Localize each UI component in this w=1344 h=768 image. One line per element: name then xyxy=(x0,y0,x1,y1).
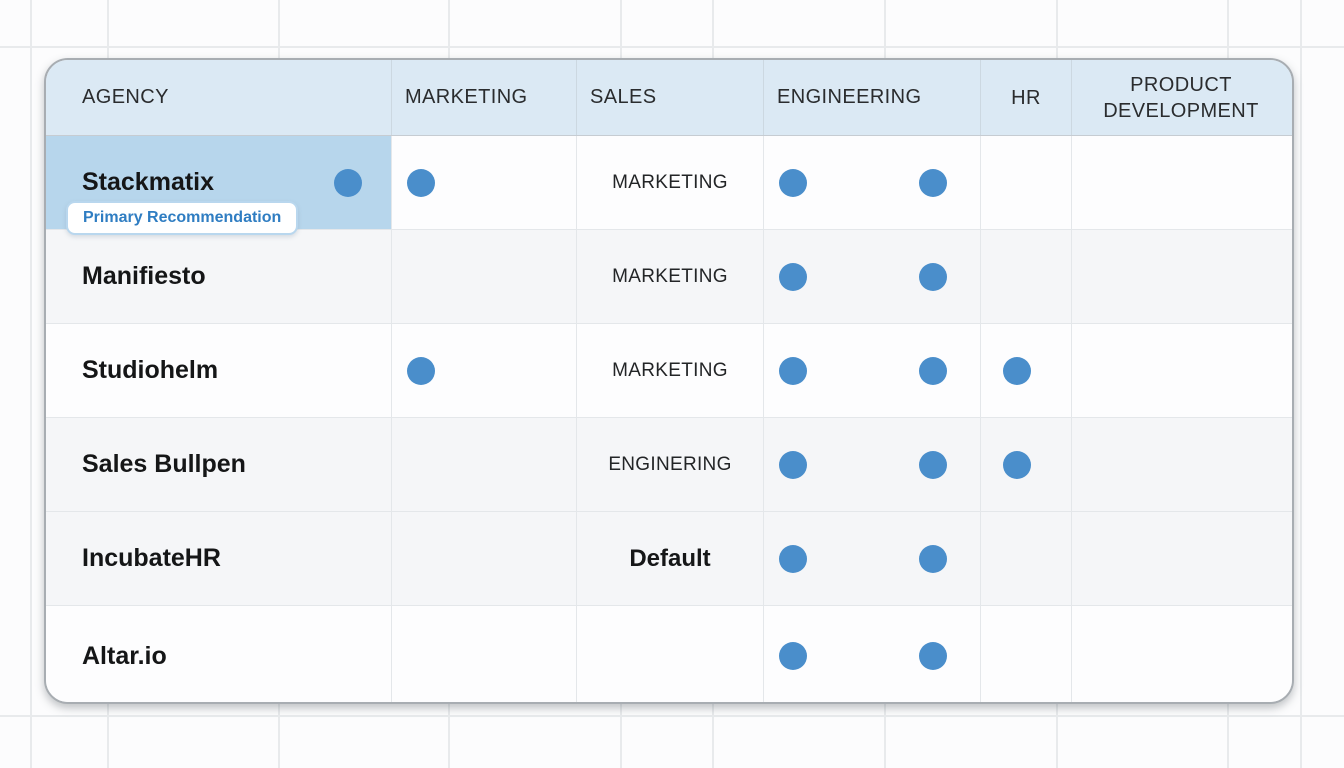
sales-cell-text: MARKETING xyxy=(612,359,728,381)
column-header-product-development: PRODUCT DEVELOPMENT xyxy=(1103,73,1259,122)
cell-agency-name: Sales Bullpen xyxy=(46,418,392,511)
status-dot xyxy=(779,450,807,479)
cell-hr xyxy=(981,230,1072,323)
agency-comparison-table: AGENCY MARKETING SALES ENGINEERING HR PR… xyxy=(44,58,1294,704)
cell-hr xyxy=(981,606,1072,702)
status-dot xyxy=(919,450,947,479)
cell-product-development xyxy=(1072,136,1290,229)
sales-cell-text: MARKETING xyxy=(612,265,728,287)
cell-sales: MARKETING xyxy=(577,136,764,229)
table-row-studiohelm[interactable]: Studiohelm MARKETING xyxy=(46,323,1292,417)
status-dot xyxy=(919,168,947,197)
agency-name: Altar.io xyxy=(82,641,167,670)
status-dot xyxy=(779,168,807,197)
column-header-hr: HR xyxy=(981,60,1072,135)
cell-sales: MARKETING xyxy=(577,324,764,417)
agency-name: Stackmatix xyxy=(82,168,215,196)
status-dot xyxy=(779,262,807,291)
cell-marketing xyxy=(392,512,577,605)
agency-name: Sales Bullpen xyxy=(82,450,246,478)
cell-product-development xyxy=(1072,512,1290,605)
column-header-agency: AGENCY xyxy=(46,60,392,135)
primary-recommendation-badge: Primary Recommendation xyxy=(66,201,299,235)
status-dot xyxy=(919,642,947,670)
cell-marketing xyxy=(392,230,577,323)
status-dot xyxy=(1003,450,1031,479)
cell-engineering xyxy=(764,324,981,417)
status-dot xyxy=(919,356,947,385)
cell-agency-name: Altar.io xyxy=(46,606,392,702)
sales-cell-text: MARKETING xyxy=(612,171,728,193)
cell-marketing xyxy=(392,606,577,702)
cell-marketing xyxy=(392,136,577,229)
status-dot xyxy=(779,642,807,670)
cell-hr xyxy=(981,512,1072,605)
status-dot xyxy=(779,356,807,385)
cell-engineering xyxy=(764,512,981,605)
agency-name: Studiohelm xyxy=(82,356,219,384)
cell-product-development xyxy=(1072,606,1290,702)
agency-name: Manifiesto xyxy=(82,262,206,290)
column-header-sales: SALES xyxy=(577,60,764,135)
agency-name: IncubateHR xyxy=(82,544,221,572)
cell-product-development xyxy=(1072,230,1290,323)
cell-engineering xyxy=(764,136,981,229)
cell-engineering xyxy=(764,418,981,511)
status-dot xyxy=(919,262,947,291)
status-dot xyxy=(1003,356,1031,385)
cell-agency-name: IncubateHR xyxy=(46,512,392,605)
table-header-row: AGENCY MARKETING SALES ENGINEERING HR PR… xyxy=(46,60,1292,135)
cell-agency-name: Studiohelm xyxy=(46,324,392,417)
table-row-sales-bullpen[interactable]: Sales Bullpen ENGINERING xyxy=(46,417,1292,511)
status-dot xyxy=(779,544,807,573)
table-row-incubatehr[interactable]: IncubateHR Default xyxy=(46,511,1292,605)
status-dot xyxy=(334,168,362,197)
cell-hr xyxy=(981,136,1072,229)
column-header-marketing: MARKETING xyxy=(392,60,577,135)
cell-sales xyxy=(577,606,764,702)
status-dot xyxy=(407,168,435,197)
cell-marketing xyxy=(392,418,577,511)
status-dot xyxy=(407,356,435,385)
status-dot xyxy=(919,544,947,573)
cell-engineering xyxy=(764,230,981,323)
cell-engineering xyxy=(764,606,981,702)
cell-sales: Default xyxy=(577,512,764,605)
column-header-engineering: ENGINEERING xyxy=(764,60,981,135)
cell-agency-name: Manifiesto xyxy=(46,230,392,323)
table-row-altar-io[interactable]: Altar.io xyxy=(46,605,1292,702)
cell-marketing xyxy=(392,324,577,417)
cell-product-development xyxy=(1072,418,1290,511)
cell-hr xyxy=(981,418,1072,511)
cell-sales: ENGINERING xyxy=(577,418,764,511)
table-clip: AGENCY MARKETING SALES ENGINEERING HR PR… xyxy=(46,60,1292,702)
sales-cell-text: Default xyxy=(629,544,711,572)
cell-hr xyxy=(981,324,1072,417)
sales-cell-text: ENGINERING xyxy=(608,453,732,475)
table-row-manifiesto[interactable]: Manifiesto MARKETING xyxy=(46,229,1292,323)
cell-product-development xyxy=(1072,324,1290,417)
cell-sales: MARKETING xyxy=(577,230,764,323)
